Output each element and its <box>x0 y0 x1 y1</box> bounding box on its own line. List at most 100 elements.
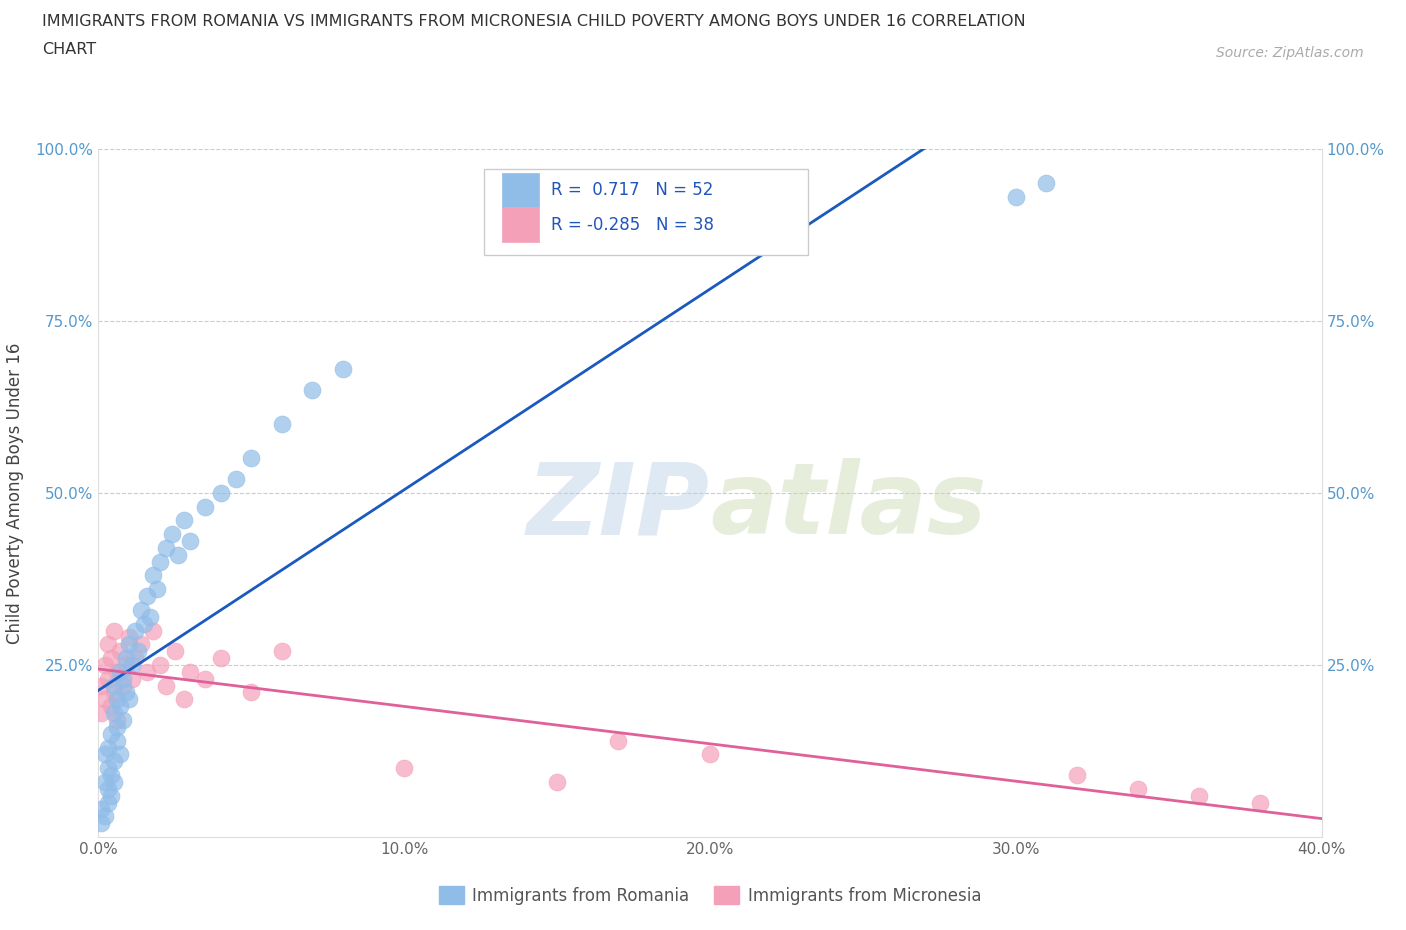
Point <box>118 637 141 652</box>
Point <box>134 617 156 631</box>
Point <box>111 671 134 686</box>
Point <box>209 651 232 666</box>
Point <box>1004 190 1026 205</box>
Point <box>225 472 247 486</box>
Point <box>90 816 112 830</box>
Point <box>179 664 201 679</box>
Point <box>1035 176 1057 191</box>
Point <box>167 548 190 563</box>
Point <box>103 775 125 790</box>
Point <box>115 685 138 700</box>
Point <box>209 485 232 500</box>
Point <box>108 664 131 679</box>
Point <box>108 747 131 762</box>
Point <box>124 651 146 666</box>
Point <box>100 767 122 782</box>
Point <box>103 623 125 638</box>
Point <box>90 802 112 817</box>
Point <box>100 726 122 741</box>
Point <box>155 540 177 555</box>
Point <box>111 712 134 727</box>
Point <box>121 671 143 686</box>
Point <box>118 692 141 707</box>
Point <box>97 761 120 776</box>
Point <box>270 644 292 658</box>
Point <box>118 630 141 644</box>
Point <box>163 644 186 658</box>
Point <box>111 678 134 693</box>
Point <box>149 658 172 672</box>
Point <box>103 678 125 693</box>
Point <box>93 809 115 824</box>
Point <box>240 451 263 466</box>
Point <box>93 692 115 707</box>
Point <box>103 706 125 721</box>
Point <box>240 685 263 700</box>
Point <box>1066 767 1088 782</box>
Point <box>97 740 120 755</box>
Point <box>142 568 165 583</box>
Point <box>105 692 128 707</box>
Point <box>90 706 112 721</box>
Text: ZIP: ZIP <box>527 458 710 555</box>
Point <box>155 678 177 693</box>
Text: Source: ZipAtlas.com: Source: ZipAtlas.com <box>1216 46 1364 60</box>
Point <box>100 789 122 804</box>
Point <box>121 658 143 672</box>
Point <box>93 658 115 672</box>
Point <box>194 499 217 514</box>
Point <box>129 603 152 618</box>
Point <box>173 513 195 528</box>
Point <box>194 671 217 686</box>
Point <box>1128 781 1150 796</box>
Bar <box>502 207 538 242</box>
Point <box>136 664 159 679</box>
Point <box>105 733 128 748</box>
Point <box>93 775 115 790</box>
Point <box>93 747 115 762</box>
Text: IMMIGRANTS FROM ROMANIA VS IMMIGRANTS FROM MICRONESIA CHILD POVERTY AMONG BOYS U: IMMIGRANTS FROM ROMANIA VS IMMIGRANTS FR… <box>42 14 1026 29</box>
Point <box>97 781 120 796</box>
Bar <box>484 169 808 256</box>
Point <box>129 637 152 652</box>
Point <box>179 534 201 549</box>
Point <box>139 609 162 624</box>
Point <box>97 795 120 810</box>
Point <box>136 589 159 604</box>
Point <box>124 623 146 638</box>
Point <box>103 685 125 700</box>
Point <box>160 526 183 541</box>
Legend: Immigrants from Romania, Immigrants from Micronesia: Immigrants from Romania, Immigrants from… <box>432 880 988 911</box>
Bar <box>502 173 538 207</box>
Y-axis label: Child Poverty Among Boys Under 16: Child Poverty Among Boys Under 16 <box>7 342 24 644</box>
Point <box>546 775 568 790</box>
Point <box>108 698 131 713</box>
Point <box>105 712 128 727</box>
Text: atlas: atlas <box>710 458 987 555</box>
Point <box>103 754 125 769</box>
Point <box>115 658 138 672</box>
Point <box>100 651 122 666</box>
Point <box>90 678 112 693</box>
Point <box>332 362 354 377</box>
Point <box>149 554 172 569</box>
Point <box>142 623 165 638</box>
Point <box>105 664 128 679</box>
Point <box>301 382 323 397</box>
Point <box>270 417 292 432</box>
Point <box>108 644 131 658</box>
Point <box>607 733 630 748</box>
Text: R =  0.717   N = 52: R = 0.717 N = 52 <box>551 181 713 199</box>
Point <box>145 582 167 597</box>
Point <box>173 692 195 707</box>
Point <box>100 698 122 713</box>
Point <box>115 651 138 666</box>
Text: CHART: CHART <box>42 42 96 57</box>
Point <box>97 671 120 686</box>
Point <box>97 637 120 652</box>
Point <box>1188 789 1211 804</box>
Point <box>1249 795 1271 810</box>
Point <box>392 761 416 776</box>
Point <box>127 644 149 658</box>
Point <box>699 747 721 762</box>
